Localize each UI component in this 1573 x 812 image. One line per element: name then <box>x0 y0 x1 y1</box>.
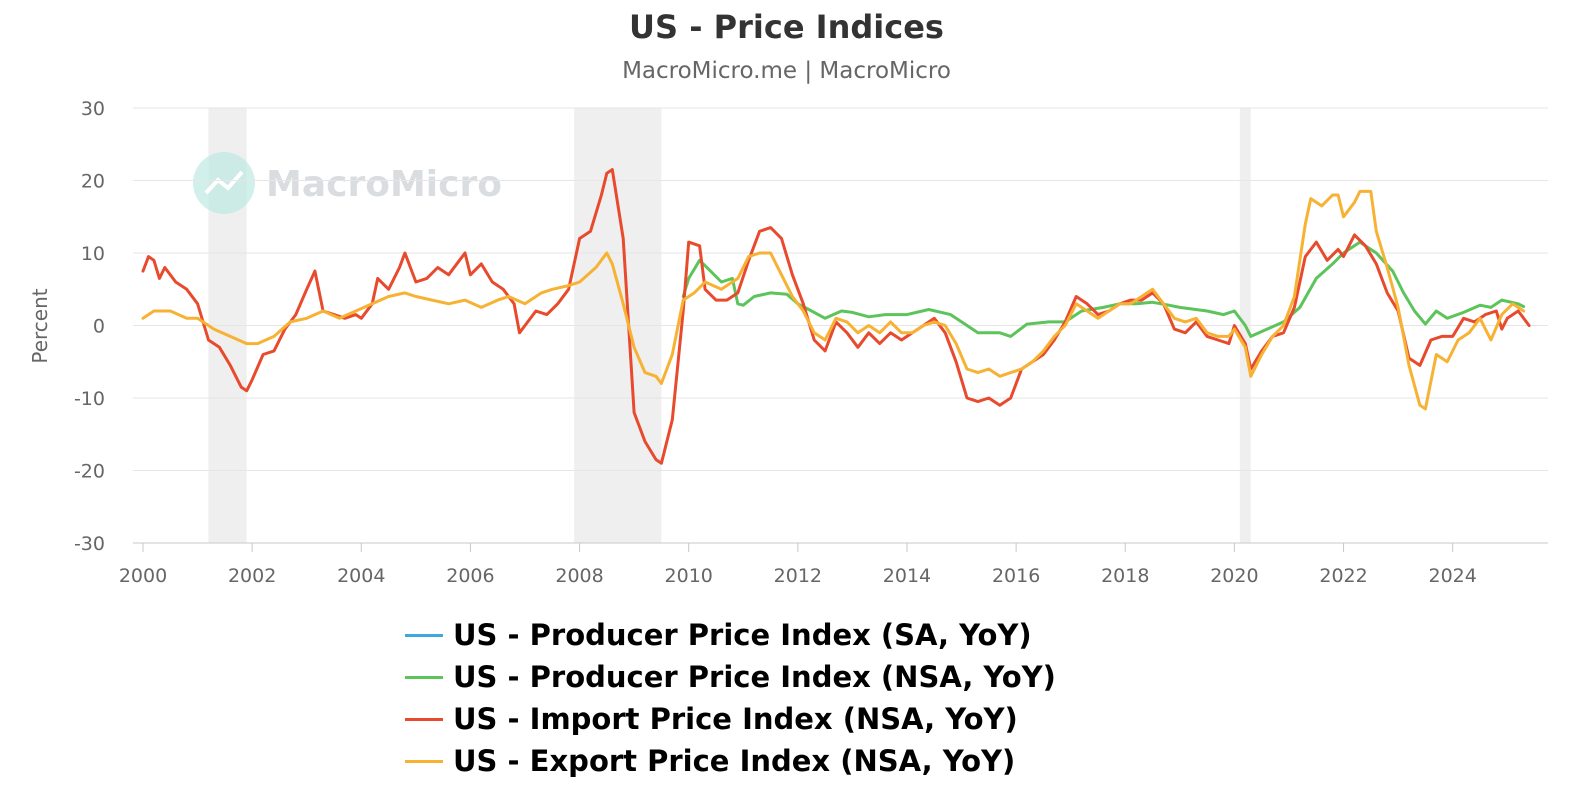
y-tick-label: -30 <box>74 533 105 555</box>
chart-subtitle: MacroMicro.me | MacroMicro <box>622 58 951 84</box>
legend-item[interactable]: US - Export Price Index (NSA, YoY) <box>405 740 1056 782</box>
x-tick-label: 2000 <box>119 565 167 587</box>
y-axis-title: Percent <box>28 288 52 363</box>
y-tick-label: 30 <box>81 98 105 120</box>
grid-lines <box>133 107 1548 544</box>
chart-title: US - Price Indices <box>629 8 944 46</box>
x-tick-label: 2024 <box>1429 565 1477 587</box>
legend: US - Producer Price Index (SA, YoY) US - … <box>405 614 1056 782</box>
x-axis: 2000 2002 2004 2006 2008 2010 2012 2014 2016 2018… <box>119 543 1477 587</box>
y-tick-label: 0 <box>93 316 105 338</box>
series-line-1 <box>681 240 1526 338</box>
legend-swatch <box>405 633 443 637</box>
x-tick-label: 2008 <box>555 565 603 587</box>
y-tick-label: -20 <box>74 461 105 483</box>
legend-swatch <box>405 675 443 679</box>
y-axis: 30 20 10 0 -10 -20 -30 <box>74 98 105 555</box>
legend-swatch <box>405 717 443 721</box>
x-tick-label: 2012 <box>774 565 822 587</box>
legend-item[interactable]: US - Producer Price Index (SA, YoY) <box>405 614 1056 656</box>
series-line-3 <box>141 189 1526 411</box>
legend-label: US - Export Price Index (NSA, YoY) <box>453 744 1016 778</box>
legend-item[interactable]: US - Import Price Index (NSA, YoY) <box>405 698 1056 740</box>
y-tick-label: 10 <box>81 243 105 265</box>
y-tick-label: 20 <box>81 171 105 193</box>
x-tick-label: 2022 <box>1319 565 1367 587</box>
legend-item[interactable]: US - Producer Price Index (NSA, YoY) <box>405 656 1056 698</box>
series-lines <box>141 168 1531 465</box>
x-tick-label: 2010 <box>665 565 713 587</box>
y-tick-label: -10 <box>74 388 105 410</box>
x-tick-label: 2014 <box>883 565 931 587</box>
legend-label: US - Producer Price Index (NSA, YoY) <box>453 660 1056 694</box>
x-tick-label: 2018 <box>1101 565 1149 587</box>
legend-label: US - Import Price Index (NSA, YoY) <box>453 702 1018 736</box>
x-tick-label: 2006 <box>446 565 494 587</box>
legend-swatch <box>405 759 443 763</box>
x-tick-label: 2004 <box>337 565 385 587</box>
x-tick-label: 2002 <box>228 565 276 587</box>
series-line-2 <box>141 168 1531 465</box>
x-tick-label: 2020 <box>1210 565 1258 587</box>
x-tick-label: 2016 <box>992 565 1040 587</box>
watermark-text: MacroMicro <box>266 164 502 205</box>
legend-label: US - Producer Price Index (SA, YoY) <box>453 618 1032 652</box>
watermark: MacroMicro <box>193 152 502 214</box>
